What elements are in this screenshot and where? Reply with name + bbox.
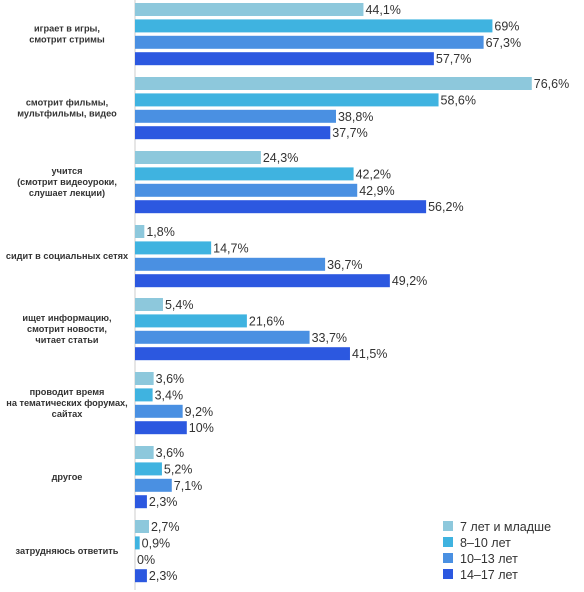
value-label: 1,8% [146,225,175,239]
bar [135,183,358,197]
value-label: 42,9% [359,184,394,198]
value-label: 2,3% [149,569,178,583]
value-label: 3,6% [156,372,185,386]
bar [135,569,147,583]
bar [135,462,162,476]
value-label: 56,2% [428,200,463,214]
value-label: 0,9% [142,536,171,550]
value-label: 0% [137,553,155,567]
legend-swatch [443,521,453,531]
bar [135,52,434,66]
value-label: 42,2% [356,167,391,181]
bar [135,388,153,402]
bar [135,200,427,214]
bar [135,35,484,49]
bar [135,314,247,328]
value-label: 58,6% [441,93,476,107]
value-label: 7,1% [174,479,203,493]
legend-swatch [443,569,453,579]
bar [135,3,364,16]
value-label: 37,7% [332,126,367,140]
value-label: 69% [494,19,519,33]
value-label: 67,3% [486,36,521,50]
bar [135,257,326,271]
legend-label: 14–17 лет [460,568,518,582]
value-label: 5,2% [164,462,193,476]
value-label: 21,6% [249,314,284,328]
value-label: 10% [189,421,214,435]
legend-label: 7 лет и младше [460,520,551,534]
value-label: 3,4% [155,388,184,402]
value-label: 44,1% [365,3,400,17]
bar [135,126,331,140]
bar [135,330,310,344]
value-label: 76,6% [534,77,569,91]
bar [135,151,261,164]
value-label: 41,5% [352,347,387,361]
bar [135,274,390,288]
bar [135,109,336,123]
bar [135,372,154,385]
value-label: 33,7% [312,331,347,345]
bar [135,495,147,509]
bar [135,404,183,418]
value-label: 5,4% [165,298,194,312]
bar [135,19,493,33]
legend-swatch [443,537,453,547]
value-label: 9,2% [185,405,214,419]
bar [135,241,212,255]
bar [135,478,172,492]
value-label: 14,7% [213,241,248,255]
category-label: играет в игры, смотрит стримы [29,24,105,45]
bar [135,298,163,311]
value-label: 38,8% [338,110,373,124]
bar [135,225,145,238]
legend-label: 8–10 лет [460,536,511,550]
legend-label: 10–13 лет [460,552,518,566]
bar [135,446,154,459]
value-label: 36,7% [327,258,362,272]
bar [135,421,187,435]
category-label: учится (смотрит видеоуроки, слушает лекции… [17,166,117,198]
category-label: сидит в социальных сетях [6,251,129,261]
bar [135,347,350,361]
category-label: затрудняюсь ответить [16,546,119,556]
bar [135,93,439,107]
value-label: 57,7% [436,52,471,66]
value-label: 2,3% [149,495,178,509]
legend-swatch [443,553,453,563]
category-label: ищет информацию, смотрит новости, читает с… [22,313,111,345]
bar [135,520,149,533]
category-label: другое [52,472,83,482]
value-label: 24,3% [263,151,298,165]
value-label: 49,2% [392,274,427,288]
value-label: 2,7% [151,520,180,534]
category-label: смотрит фильмы, мультфильмы, видео [17,98,117,119]
bar [135,536,140,550]
value-label: 3,6% [156,446,185,460]
bar [135,167,354,181]
category-label: проводит время на тематических форумах, са… [6,387,127,419]
bar [135,77,532,90]
